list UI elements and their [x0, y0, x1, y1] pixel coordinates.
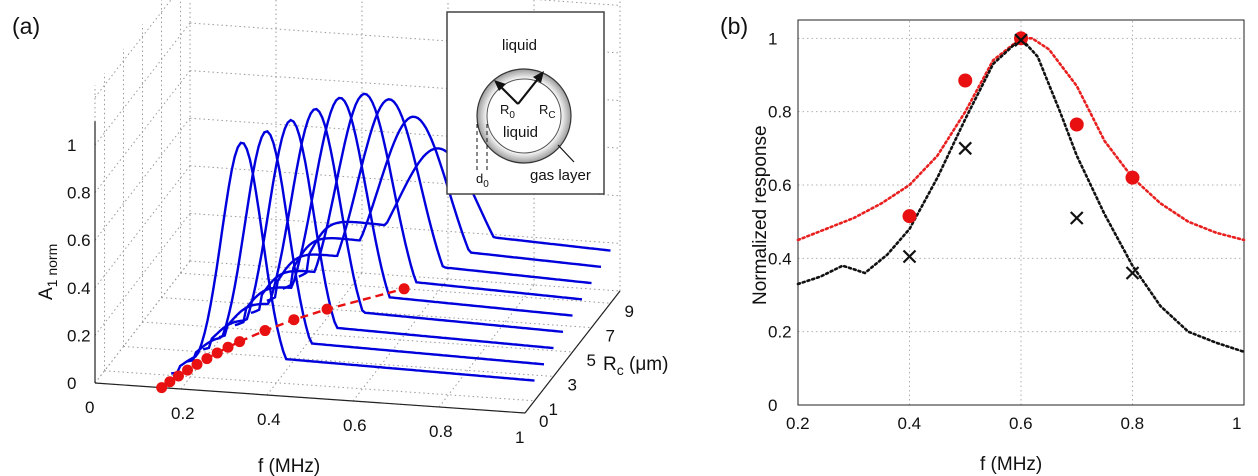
response-y-tick: 0.8 [768, 103, 792, 122]
simulated-point [1069, 211, 1084, 225]
resonance-marker [156, 382, 168, 394]
response-x-tick: 0.8 [1121, 414, 1145, 433]
response-line-black-dotted [796, 36, 1246, 354]
response-x-label: f (MHz) [980, 454, 1042, 475]
grid-side-h [94, 213, 191, 336]
waterfall-curve-rc-3 [202, 118, 554, 351]
simulated-point [1125, 266, 1140, 280]
response-x-tick: 0.6 [1009, 414, 1033, 433]
response-y-label: Normalized response [750, 125, 771, 305]
inner-liquid-core [486, 78, 562, 154]
measured-point [1125, 170, 1140, 185]
waterfall-curve-rc-2 [186, 130, 545, 366]
waterfall-z-label: Rc (μm) [603, 354, 668, 378]
response-y-tick: 1 [768, 29, 777, 48]
d0-label: d0 [476, 171, 489, 190]
resonance-marker [172, 370, 184, 382]
waterfall-x-label: f (MHz) [258, 456, 320, 476]
waterfall-curve-rc-5 [234, 96, 573, 327]
r0-arrow-head [494, 80, 506, 91]
resonance-marker [259, 325, 271, 337]
waterfall-curve-rc-1 [171, 141, 535, 382]
waterfall-curve-rc-6 [250, 92, 583, 315]
resonance-marker [191, 358, 203, 370]
inner-liquid-label: liquid [503, 124, 538, 141]
grid-back-h [535, 0, 621, 6]
response-markers [902, 31, 1140, 280]
measured-point [1069, 117, 1084, 132]
waterfall-y-tick: 1 [67, 136, 76, 155]
waterfall-y-label: A1 norm [36, 244, 60, 300]
grid-floor-f [352, 278, 449, 402]
waterfall-curve-rc-8 [282, 115, 602, 290]
gas-pointer [557, 144, 575, 163]
bubble-inset: liquid liquid R0 RC d0 gas layer [446, 11, 605, 195]
waterfall-x-tick: 0.2 [171, 404, 195, 423]
waterfall-x-tick: 0.8 [429, 422, 453, 441]
resonance-marker [222, 341, 234, 353]
r0-label: R0 [500, 102, 515, 121]
waterfall-x-tick: 0 [85, 398, 94, 417]
simulated-point [902, 249, 917, 264]
resonance-marker [398, 283, 410, 295]
waterfall-z-tick: 1 [549, 400, 558, 419]
rc-axis [524, 290, 621, 414]
response-plot-frame [797, 19, 1245, 406]
resonance-marker [164, 376, 176, 388]
response-y-tick: 0 [768, 396, 777, 415]
response-tick-labels: 0.2 0.4 0.6 0.8 1 0 0.2 0.4 0.6 0.8 1 [768, 29, 1241, 433]
resonance-marker [234, 336, 246, 348]
grid-floor-f [438, 284, 535, 408]
response-chart: 0.2 0.4 0.6 0.8 1 0 0.2 0.4 0.6 0.8 1 f (MHz) Norm… [750, 19, 1246, 475]
resonance-marker [288, 314, 300, 326]
panel-a-label: (a) [12, 13, 40, 39]
response-y-tick: 0.6 [768, 176, 792, 195]
measured-point [1014, 31, 1028, 46]
waterfall-z-tick: 7 [606, 327, 615, 346]
resonance-marker [182, 364, 194, 376]
rc-label: RC [539, 102, 556, 121]
simulated-point [1014, 33, 1028, 47]
waterfall-y-tick: 0 [67, 374, 76, 393]
measured-point [902, 209, 917, 224]
panel-b-label: (b) [720, 13, 748, 39]
waterfall-y-tick: 0.8 [67, 184, 91, 203]
waterfall-x-tick: 0.6 [343, 416, 367, 435]
waterfall-x-tick: 0.4 [257, 410, 281, 429]
waterfall-x-tick: 1 [515, 428, 524, 447]
grid-side-h [94, 117, 191, 241]
waterfall-curves [171, 92, 611, 382]
gas-layer-label: gas layer [530, 167, 591, 184]
waterfall-markers [156, 283, 410, 394]
resonance-marker [211, 347, 223, 359]
rc-arrow-head [533, 71, 544, 83]
response-y-tick: 0.2 [768, 323, 792, 342]
measured-point [958, 73, 973, 88]
waterfall-z-tick: 0 [539, 412, 548, 431]
response-x-tick: 0.2 [786, 414, 810, 433]
resonance-marker [321, 303, 333, 315]
grid-side-h [94, 0, 172, 98]
response-x-tick: 0.4 [898, 414, 922, 433]
waterfall-z-tick: 3 [568, 375, 577, 394]
resonance-marker [201, 353, 213, 365]
response-x-tick: 1 [1232, 414, 1241, 433]
response-y-tick: 0.4 [768, 249, 792, 268]
waterfall-z-tick: 5 [587, 351, 596, 370]
waterfall-y-tick: 0.6 [67, 231, 91, 250]
waterfall-z-tick: 9 [625, 302, 634, 321]
waterfall-y-tick: 0.4 [67, 279, 91, 298]
waterfall-curve-rc-4 [218, 107, 564, 339]
simulated-point [958, 141, 973, 156]
waterfall-y-tick: 0.2 [67, 326, 91, 345]
grid-side-h [94, 22, 191, 146]
outer-liquid-label: liquid [502, 37, 537, 54]
